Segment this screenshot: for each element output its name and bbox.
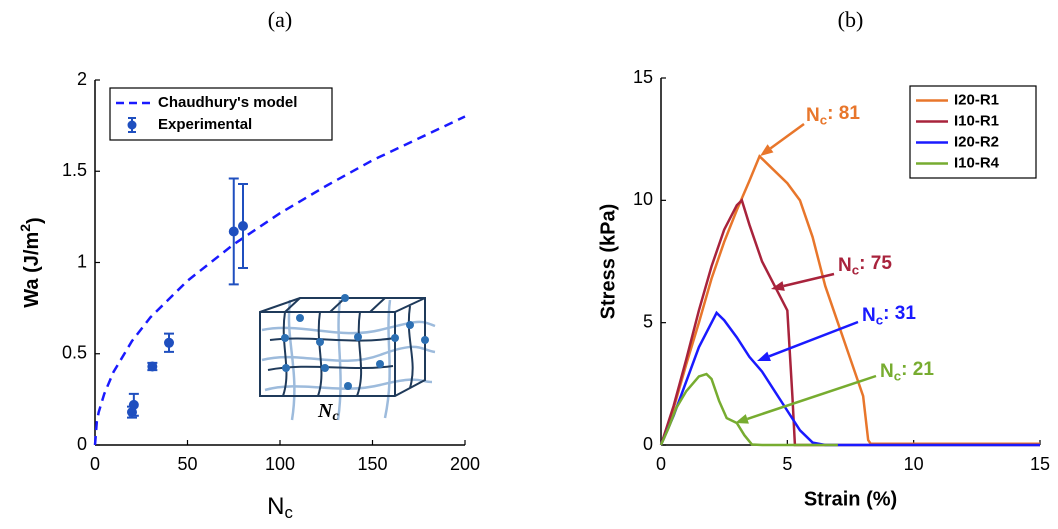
x-axis-label-part: c xyxy=(284,503,292,522)
x-tick-label: 100 xyxy=(265,454,295,474)
y-tick-label: 0.5 xyxy=(62,343,87,363)
y-tick-label: 5 xyxy=(643,311,653,331)
annotation-part: N xyxy=(806,105,820,126)
annotation-part: N xyxy=(838,255,852,276)
annotation-part: c xyxy=(852,262,859,277)
data-line xyxy=(659,310,1040,447)
annotation-part: c xyxy=(820,112,827,127)
x-tick-label: 15 xyxy=(1030,454,1050,474)
y-axis-label-part: 2 xyxy=(17,224,33,232)
annotation: Nc: 75 xyxy=(838,253,892,277)
inset-label-part: c xyxy=(332,409,339,424)
annotation-part: : 75 xyxy=(859,253,892,274)
panel-label: (b) xyxy=(838,7,864,32)
y-tick-label: 1.5 xyxy=(62,160,87,180)
annotation-part: c xyxy=(894,368,901,383)
y-tick-label: 10 xyxy=(633,189,653,209)
y-tick-label: 0 xyxy=(77,434,87,454)
y-axis-label-part: Wa (J/m xyxy=(21,232,43,308)
legend-label: I10-R4 xyxy=(954,154,1000,171)
y-tick-label: 15 xyxy=(633,67,653,87)
annotation-arrow xyxy=(769,122,805,150)
annotation-part: N xyxy=(862,305,876,326)
annotation-part: : 81 xyxy=(827,103,860,124)
data-point xyxy=(228,226,239,237)
legend-label: I10-R1 xyxy=(954,112,999,129)
annotation-part: N xyxy=(880,361,894,382)
y-tick-label: 0 xyxy=(643,434,653,454)
x-tick-label: 10 xyxy=(904,454,924,474)
panel-label: (a) xyxy=(268,7,292,32)
legend-label: Experimental xyxy=(158,116,252,133)
data-point xyxy=(128,399,139,410)
y-axis-label-part: ) xyxy=(24,217,46,224)
data-point xyxy=(147,361,158,372)
x-tick-label: 200 xyxy=(450,454,480,474)
annotation: Nc: 21 xyxy=(880,359,934,383)
legend-label: I20-R1 xyxy=(954,91,999,108)
annotation-arrow xyxy=(768,320,859,358)
y-tick-label: 2 xyxy=(77,69,87,89)
legend-label: I20-R2 xyxy=(954,133,999,150)
arrow-head xyxy=(735,414,749,424)
data-line xyxy=(659,198,1040,447)
x-tick-label: 150 xyxy=(357,454,387,474)
annotation: Nc: 31 xyxy=(862,303,916,327)
arrow-head xyxy=(760,144,774,156)
arrow-head xyxy=(771,281,785,291)
network-inset xyxy=(259,294,436,421)
data-point xyxy=(164,337,174,348)
y-tick-label: 1 xyxy=(77,251,87,271)
x-tick-label: 0 xyxy=(656,454,666,474)
data-line xyxy=(659,372,838,447)
annotation-arrow xyxy=(783,272,835,288)
legend-swatch xyxy=(127,120,137,130)
x-tick-label: 50 xyxy=(177,454,197,474)
x-axis-label-part: N xyxy=(267,493,284,520)
arrow-head xyxy=(757,351,771,361)
inset-label-part: N xyxy=(317,400,334,422)
annotation-part: : 21 xyxy=(901,359,934,380)
y-axis-label: Wa (J/m2) xyxy=(17,217,47,307)
inset-label: Nc xyxy=(317,400,339,425)
x-axis-label: Nc xyxy=(267,493,293,522)
annotation-part: c xyxy=(876,312,883,327)
annotation: Nc: 81 xyxy=(806,103,860,127)
annotation-arrow xyxy=(746,374,877,421)
x-axis-label: Strain (%) xyxy=(804,488,897,510)
y-axis-label: Stress (kPa) xyxy=(597,204,619,320)
x-tick-label: 5 xyxy=(782,454,792,474)
data-point xyxy=(238,221,248,231)
annotation-part: : 31 xyxy=(883,303,916,324)
x-tick-label: 0 xyxy=(90,454,100,474)
data-line xyxy=(93,115,466,446)
data-line xyxy=(659,154,1040,446)
legend-box xyxy=(109,87,333,141)
legend-label: Chaudhury's model xyxy=(158,94,297,111)
